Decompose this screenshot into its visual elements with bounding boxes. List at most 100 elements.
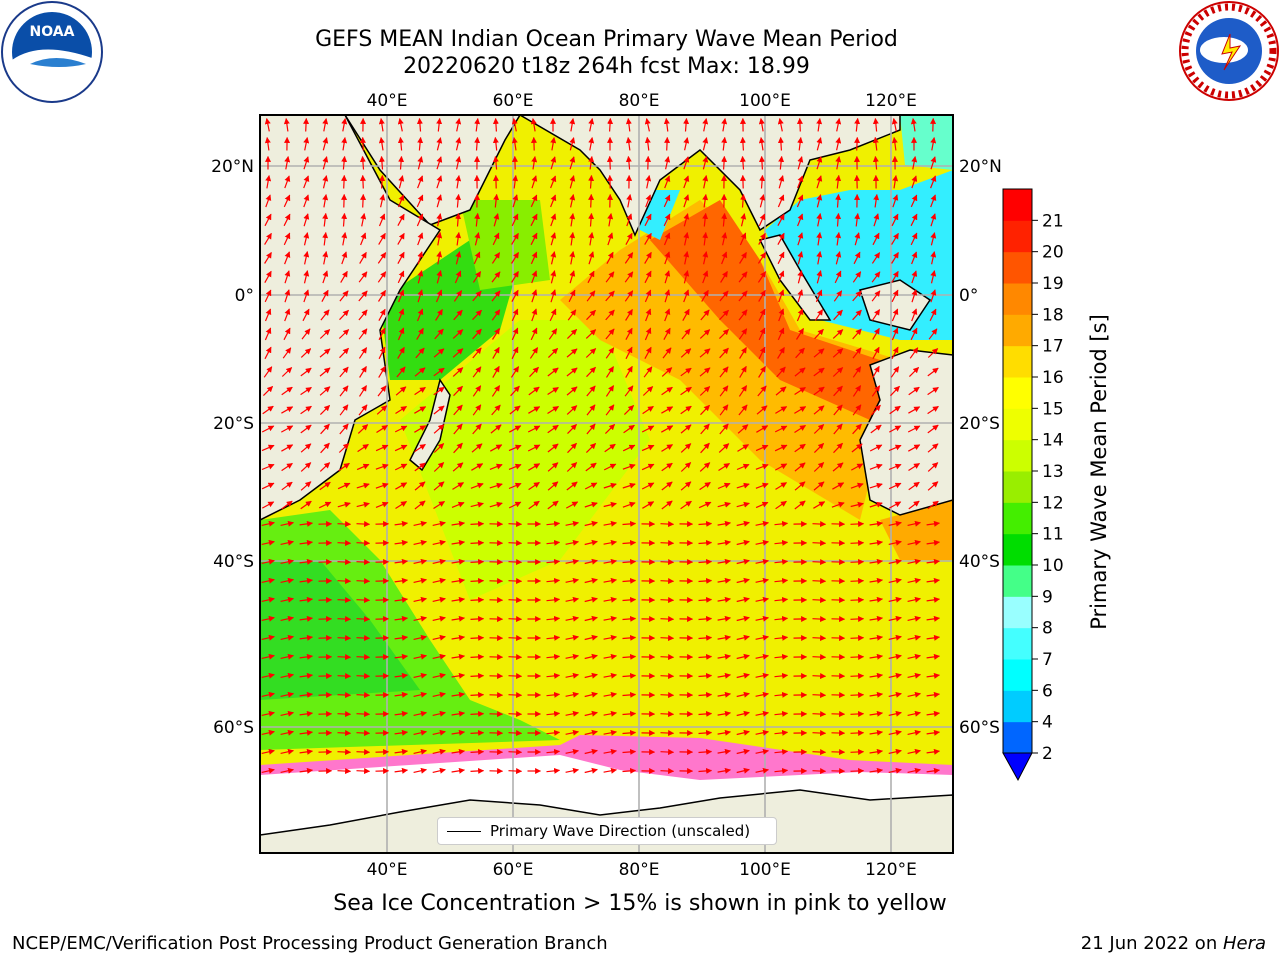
wave-arrow [888, 558, 902, 565]
wave-arrow [622, 539, 637, 546]
wave-arrow [584, 729, 598, 736]
wave-arrow [262, 405, 274, 415]
wave-arrow [699, 367, 711, 377]
wave-arrow [416, 194, 424, 208]
wave-arrow [758, 137, 765, 151]
wave-arrow [359, 174, 366, 189]
wave-arrow [455, 156, 462, 170]
wave-arrow [378, 365, 386, 378]
wave-arrow [871, 252, 881, 264]
wave-arrow [261, 729, 275, 736]
wave-arrow [717, 634, 731, 641]
wave-arrow [910, 118, 917, 132]
wave-arrow [926, 558, 940, 565]
wave-arrow [644, 136, 651, 151]
wave-arrow [302, 308, 310, 322]
lat-label-left: 20°N [211, 157, 254, 177]
wave-arrow [413, 729, 427, 736]
wave-arrow [470, 729, 485, 736]
wave-arrow [850, 520, 865, 527]
wave-arrow [299, 615, 313, 622]
wave-arrow [926, 691, 940, 698]
wave-arrow [546, 577, 561, 584]
wave-arrow [736, 501, 750, 508]
colorbar-tick-label: 14 [1042, 431, 1064, 451]
wave-arrow [852, 271, 862, 283]
wave-arrow [261, 558, 275, 565]
wave-arrow [683, 270, 690, 284]
wave-arrow [338, 329, 350, 339]
wave-arrow [284, 308, 291, 322]
wave-arrow [755, 444, 769, 452]
wave-arrow [758, 155, 765, 170]
wave-arrow [472, 328, 482, 340]
wave-arrow [491, 385, 501, 397]
wave-arrow [755, 539, 769, 546]
wave-arrow [566, 481, 578, 491]
wave-arrow [264, 289, 272, 303]
wave-arrow [813, 442, 825, 454]
wave-arrow [888, 767, 902, 774]
wave-arrow [337, 673, 352, 680]
wave-arrow [378, 327, 386, 341]
national-weather-service-logo [1179, 1, 1279, 101]
colorbar-tick-label: 12 [1042, 493, 1064, 513]
wave-arrow [872, 232, 880, 246]
wave-arrow [797, 251, 804, 265]
wave-arrow [341, 212, 348, 227]
wave-arrow [739, 365, 747, 378]
wave-arrow [377, 271, 387, 283]
wave-arrow [813, 386, 825, 396]
wave-arrow [565, 596, 579, 603]
wave-arrow [717, 748, 731, 755]
wave-arrow [531, 175, 538, 189]
wave-arrow [622, 767, 637, 774]
wave-arrow [413, 672, 427, 679]
wave-arrow [622, 653, 637, 660]
wave-arrow [569, 213, 576, 227]
wave-arrow [698, 634, 713, 641]
wave-arrow [436, 175, 443, 189]
wave-arrow [472, 404, 482, 416]
wave-arrow [546, 596, 561, 603]
wave-arrow [698, 710, 713, 717]
wave-arrow [299, 672, 313, 679]
wave-arrow [607, 213, 614, 227]
wave-arrow [927, 367, 939, 377]
colorbar-segment [1003, 189, 1032, 221]
wave-arrow [911, 289, 918, 303]
wave-arrow [736, 577, 750, 584]
wave-arrow [699, 462, 711, 472]
wave-arrow [338, 462, 350, 472]
wave-arrow [284, 270, 291, 284]
wave-arrow [565, 729, 579, 736]
wave-arrow [356, 730, 371, 737]
wave-arrow [432, 539, 446, 546]
wave-arrow [356, 559, 371, 566]
wave-arrow [413, 691, 427, 698]
lon-label-top: 100°E [739, 91, 791, 111]
wave-arrow [888, 653, 902, 660]
colorbar-segment [1003, 314, 1032, 347]
wave-arrow [413, 596, 427, 603]
wave-arrow [911, 251, 918, 265]
wave-arrow [736, 634, 750, 641]
wave-arrow [473, 251, 481, 265]
wave-arrow [622, 596, 637, 603]
wave-arrow [644, 327, 652, 341]
wave-arrow [356, 482, 370, 489]
wave-arrow [835, 251, 842, 265]
wave-arrow [319, 481, 331, 491]
wave-arrow [281, 462, 293, 472]
wave-arrow [396, 366, 406, 378]
wave-arrow [603, 520, 617, 527]
wave-arrow [319, 386, 331, 396]
wave-arrow [717, 767, 731, 774]
wave-arrow [663, 327, 671, 340]
wave-arrow [622, 748, 637, 755]
wave-arrow [261, 425, 275, 433]
wave-arrow [280, 653, 294, 660]
wave-arrow [758, 289, 766, 302]
wave-arrow [398, 289, 405, 303]
wave-arrow [264, 327, 272, 341]
